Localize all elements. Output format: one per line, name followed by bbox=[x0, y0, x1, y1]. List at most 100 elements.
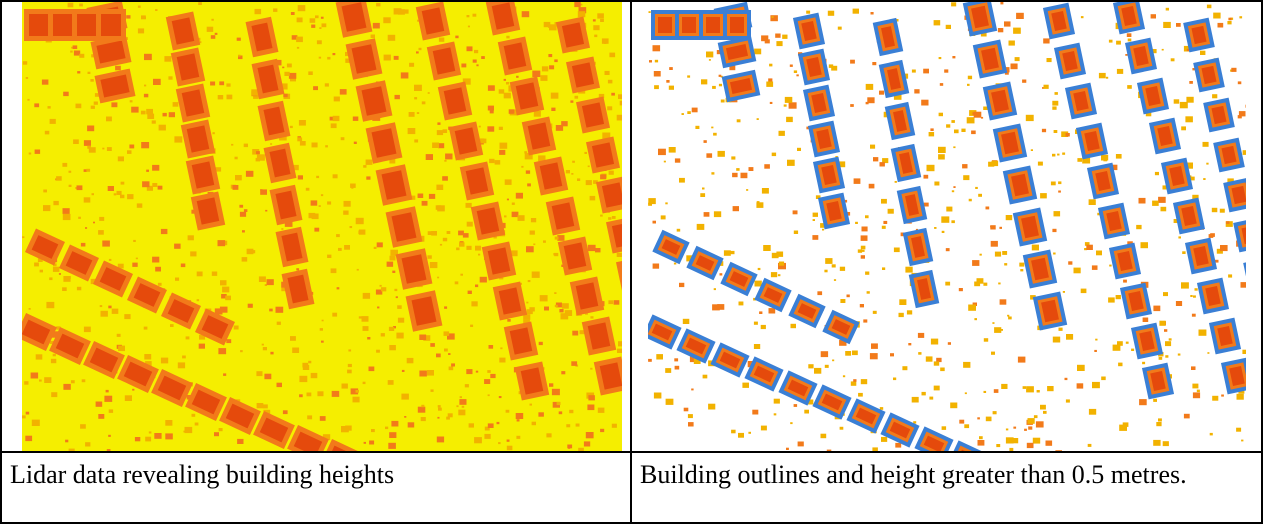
building bbox=[1193, 57, 1225, 93]
building bbox=[817, 192, 851, 230]
building bbox=[281, 268, 315, 310]
building bbox=[459, 161, 495, 201]
building bbox=[509, 76, 545, 116]
building bbox=[581, 316, 617, 356]
building bbox=[485, 2, 521, 36]
building bbox=[812, 156, 846, 194]
building bbox=[470, 201, 506, 241]
building bbox=[710, 342, 750, 378]
building bbox=[914, 426, 954, 451]
building bbox=[185, 383, 227, 421]
building bbox=[1086, 162, 1120, 200]
building bbox=[533, 156, 569, 196]
building bbox=[1148, 117, 1182, 155]
building bbox=[575, 96, 611, 134]
building bbox=[962, 2, 998, 37]
building bbox=[778, 370, 818, 406]
building bbox=[385, 206, 423, 248]
building bbox=[754, 277, 792, 313]
building bbox=[426, 41, 462, 81]
building bbox=[165, 11, 201, 51]
building bbox=[497, 36, 533, 76]
building bbox=[185, 155, 221, 195]
building bbox=[405, 290, 443, 332]
building bbox=[1208, 317, 1242, 355]
building bbox=[846, 398, 886, 434]
building bbox=[802, 84, 836, 122]
building bbox=[395, 248, 433, 290]
building bbox=[175, 83, 211, 123]
building bbox=[788, 293, 826, 329]
building bbox=[365, 122, 403, 164]
building bbox=[180, 119, 216, 159]
building bbox=[1053, 42, 1087, 80]
building bbox=[1136, 77, 1170, 115]
building bbox=[151, 369, 193, 407]
building bbox=[257, 100, 291, 142]
building bbox=[651, 10, 679, 40]
building bbox=[878, 59, 910, 99]
building-outlines-map bbox=[648, 2, 1246, 451]
building bbox=[1002, 165, 1038, 205]
building bbox=[1183, 17, 1215, 53]
building bbox=[448, 121, 484, 161]
building bbox=[884, 101, 916, 141]
building bbox=[253, 411, 295, 449]
building bbox=[565, 56, 601, 94]
building-outlines bbox=[648, 2, 1246, 451]
building bbox=[275, 226, 309, 268]
building bbox=[521, 116, 557, 156]
building bbox=[503, 321, 539, 361]
building bbox=[59, 244, 99, 282]
building bbox=[22, 313, 57, 351]
building bbox=[717, 35, 757, 69]
building bbox=[1012, 207, 1048, 247]
building bbox=[605, 216, 622, 254]
building bbox=[723, 10, 751, 40]
building bbox=[648, 314, 682, 350]
building bbox=[90, 34, 132, 70]
building bbox=[720, 261, 758, 297]
building bbox=[1032, 291, 1068, 331]
building bbox=[335, 2, 373, 38]
building bbox=[1220, 357, 1246, 395]
building bbox=[1160, 157, 1194, 195]
building bbox=[792, 12, 826, 50]
building bbox=[1233, 217, 1246, 253]
building bbox=[481, 241, 517, 281]
building bbox=[1064, 82, 1098, 120]
building bbox=[1108, 242, 1142, 280]
building bbox=[117, 355, 159, 393]
building bbox=[908, 269, 940, 309]
building bbox=[492, 281, 528, 321]
building bbox=[557, 236, 593, 276]
building bbox=[593, 356, 622, 396]
building bbox=[1172, 197, 1206, 235]
building bbox=[1042, 2, 1076, 40]
building bbox=[96, 9, 126, 41]
building bbox=[902, 227, 934, 267]
building bbox=[1141, 362, 1175, 400]
building bbox=[585, 136, 621, 174]
building bbox=[269, 184, 303, 226]
building bbox=[251, 58, 285, 100]
left-caption: Lidar data revealing building heights bbox=[10, 460, 395, 489]
building bbox=[345, 38, 383, 80]
building bbox=[93, 260, 133, 298]
building bbox=[872, 17, 904, 57]
building bbox=[992, 123, 1028, 163]
building bbox=[896, 185, 928, 225]
building bbox=[1203, 97, 1235, 133]
building bbox=[699, 10, 727, 40]
building bbox=[1130, 322, 1164, 360]
building bbox=[195, 308, 235, 346]
building bbox=[807, 120, 841, 158]
building bbox=[797, 48, 831, 86]
building bbox=[890, 143, 922, 183]
building bbox=[127, 276, 167, 314]
building bbox=[972, 39, 1008, 79]
lidar-height-map bbox=[22, 2, 622, 451]
building bbox=[1124, 37, 1158, 75]
building-heights bbox=[22, 2, 622, 451]
building bbox=[676, 328, 716, 364]
